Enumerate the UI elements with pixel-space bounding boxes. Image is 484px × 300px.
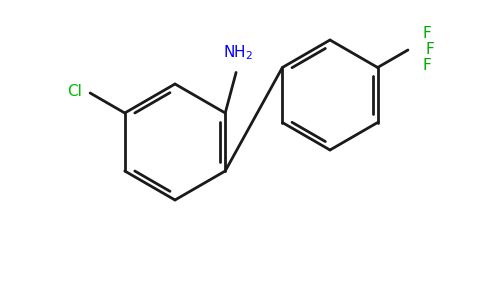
Text: Cl: Cl (67, 83, 82, 98)
Text: NH$_2$: NH$_2$ (223, 44, 253, 62)
Text: F: F (426, 43, 435, 58)
Text: F: F (423, 26, 432, 41)
Text: F: F (423, 58, 432, 74)
